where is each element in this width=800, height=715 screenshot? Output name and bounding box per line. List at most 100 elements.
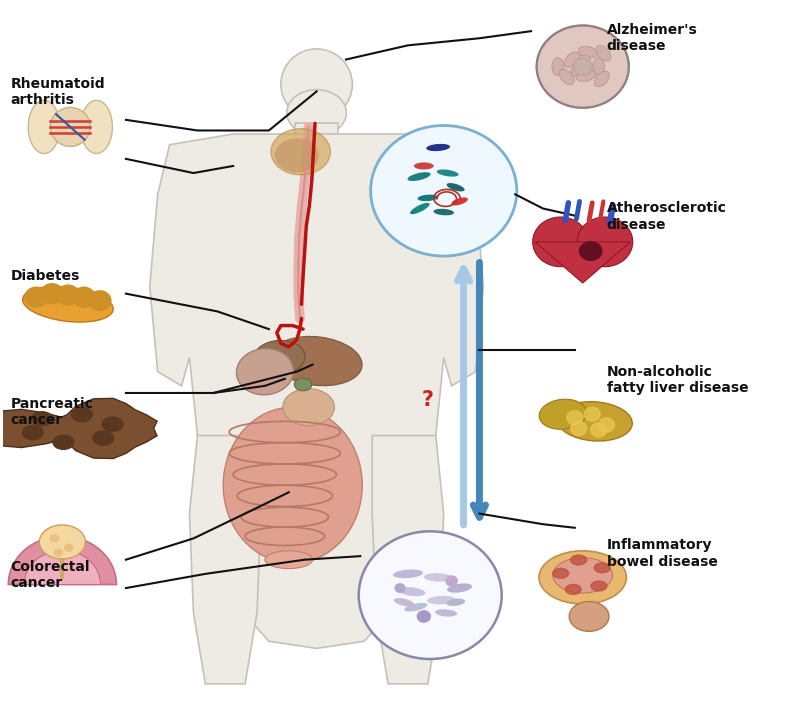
Ellipse shape <box>447 583 472 593</box>
Wedge shape <box>8 536 116 585</box>
Text: Colorectal
cancer: Colorectal cancer <box>10 560 90 590</box>
Circle shape <box>571 421 586 435</box>
Ellipse shape <box>265 551 313 568</box>
Ellipse shape <box>410 203 430 214</box>
Circle shape <box>567 410 582 425</box>
Ellipse shape <box>92 430 114 446</box>
Ellipse shape <box>275 138 318 172</box>
Ellipse shape <box>424 573 453 582</box>
Polygon shape <box>190 435 261 684</box>
Circle shape <box>533 217 588 267</box>
Ellipse shape <box>102 416 124 432</box>
Ellipse shape <box>552 58 564 76</box>
Ellipse shape <box>237 348 294 395</box>
Circle shape <box>598 418 614 432</box>
Ellipse shape <box>570 555 586 565</box>
Ellipse shape <box>559 69 574 85</box>
Circle shape <box>54 548 63 557</box>
Text: Atherosclerotic
disease: Atherosclerotic disease <box>606 202 726 232</box>
Ellipse shape <box>596 46 611 61</box>
Ellipse shape <box>570 601 609 631</box>
Wedge shape <box>24 551 101 585</box>
Ellipse shape <box>427 596 455 604</box>
Circle shape <box>50 534 59 543</box>
Ellipse shape <box>50 107 90 147</box>
Ellipse shape <box>446 598 465 606</box>
Polygon shape <box>372 435 444 684</box>
Ellipse shape <box>398 587 426 596</box>
Circle shape <box>64 543 74 552</box>
Text: ?: ? <box>422 390 434 410</box>
Ellipse shape <box>271 129 330 175</box>
Polygon shape <box>295 124 338 152</box>
Ellipse shape <box>81 100 113 154</box>
Circle shape <box>584 407 600 421</box>
Ellipse shape <box>437 169 458 177</box>
Ellipse shape <box>22 287 114 322</box>
Ellipse shape <box>591 581 607 591</box>
Ellipse shape <box>570 67 590 79</box>
Ellipse shape <box>52 435 74 450</box>
Polygon shape <box>0 398 157 458</box>
Ellipse shape <box>223 407 362 563</box>
Ellipse shape <box>426 144 450 151</box>
Ellipse shape <box>594 563 610 573</box>
Ellipse shape <box>553 568 569 578</box>
Ellipse shape <box>578 46 598 58</box>
Ellipse shape <box>578 241 602 261</box>
Ellipse shape <box>557 402 632 441</box>
Ellipse shape <box>434 209 454 215</box>
Ellipse shape <box>22 425 44 440</box>
Ellipse shape <box>553 558 613 593</box>
Ellipse shape <box>56 285 80 306</box>
Ellipse shape <box>31 411 54 427</box>
Ellipse shape <box>539 399 586 429</box>
Circle shape <box>417 610 431 623</box>
Polygon shape <box>535 242 630 283</box>
Ellipse shape <box>571 55 590 66</box>
Text: Inflammatory
bowel disease: Inflammatory bowel disease <box>606 538 718 568</box>
Ellipse shape <box>286 89 346 136</box>
Ellipse shape <box>418 194 438 201</box>
Circle shape <box>370 126 517 256</box>
Circle shape <box>394 583 406 593</box>
Text: Non-alcoholic
fatty liver disease: Non-alcoholic fatty liver disease <box>606 365 748 395</box>
Ellipse shape <box>271 337 362 385</box>
Circle shape <box>590 423 606 437</box>
Ellipse shape <box>39 525 86 559</box>
Text: Diabetes: Diabetes <box>10 269 80 283</box>
Ellipse shape <box>594 72 610 87</box>
Ellipse shape <box>446 183 465 192</box>
Ellipse shape <box>539 551 626 604</box>
Ellipse shape <box>28 100 60 154</box>
Ellipse shape <box>394 598 414 606</box>
Ellipse shape <box>566 584 581 594</box>
Ellipse shape <box>577 70 596 82</box>
Ellipse shape <box>404 603 427 611</box>
Ellipse shape <box>283 389 334 425</box>
Ellipse shape <box>281 49 352 120</box>
Circle shape <box>577 217 633 267</box>
Ellipse shape <box>72 287 96 308</box>
Circle shape <box>537 26 629 108</box>
Text: Rheumatoid
arthritis: Rheumatoid arthritis <box>10 77 106 107</box>
Ellipse shape <box>435 609 457 616</box>
Ellipse shape <box>294 378 312 391</box>
Circle shape <box>573 58 592 75</box>
Circle shape <box>358 531 502 659</box>
Ellipse shape <box>71 407 93 423</box>
Ellipse shape <box>451 197 468 205</box>
Text: Alzheimer's
disease: Alzheimer's disease <box>606 23 698 53</box>
Ellipse shape <box>254 340 305 375</box>
Circle shape <box>446 576 458 586</box>
Text: Pancreatic
cancer: Pancreatic cancer <box>10 397 94 427</box>
Ellipse shape <box>393 569 423 578</box>
Ellipse shape <box>414 162 434 169</box>
Ellipse shape <box>88 290 112 312</box>
Ellipse shape <box>40 283 64 305</box>
Ellipse shape <box>593 58 605 76</box>
Ellipse shape <box>565 52 579 67</box>
Ellipse shape <box>24 287 48 308</box>
Polygon shape <box>150 134 483 649</box>
Ellipse shape <box>407 172 430 181</box>
